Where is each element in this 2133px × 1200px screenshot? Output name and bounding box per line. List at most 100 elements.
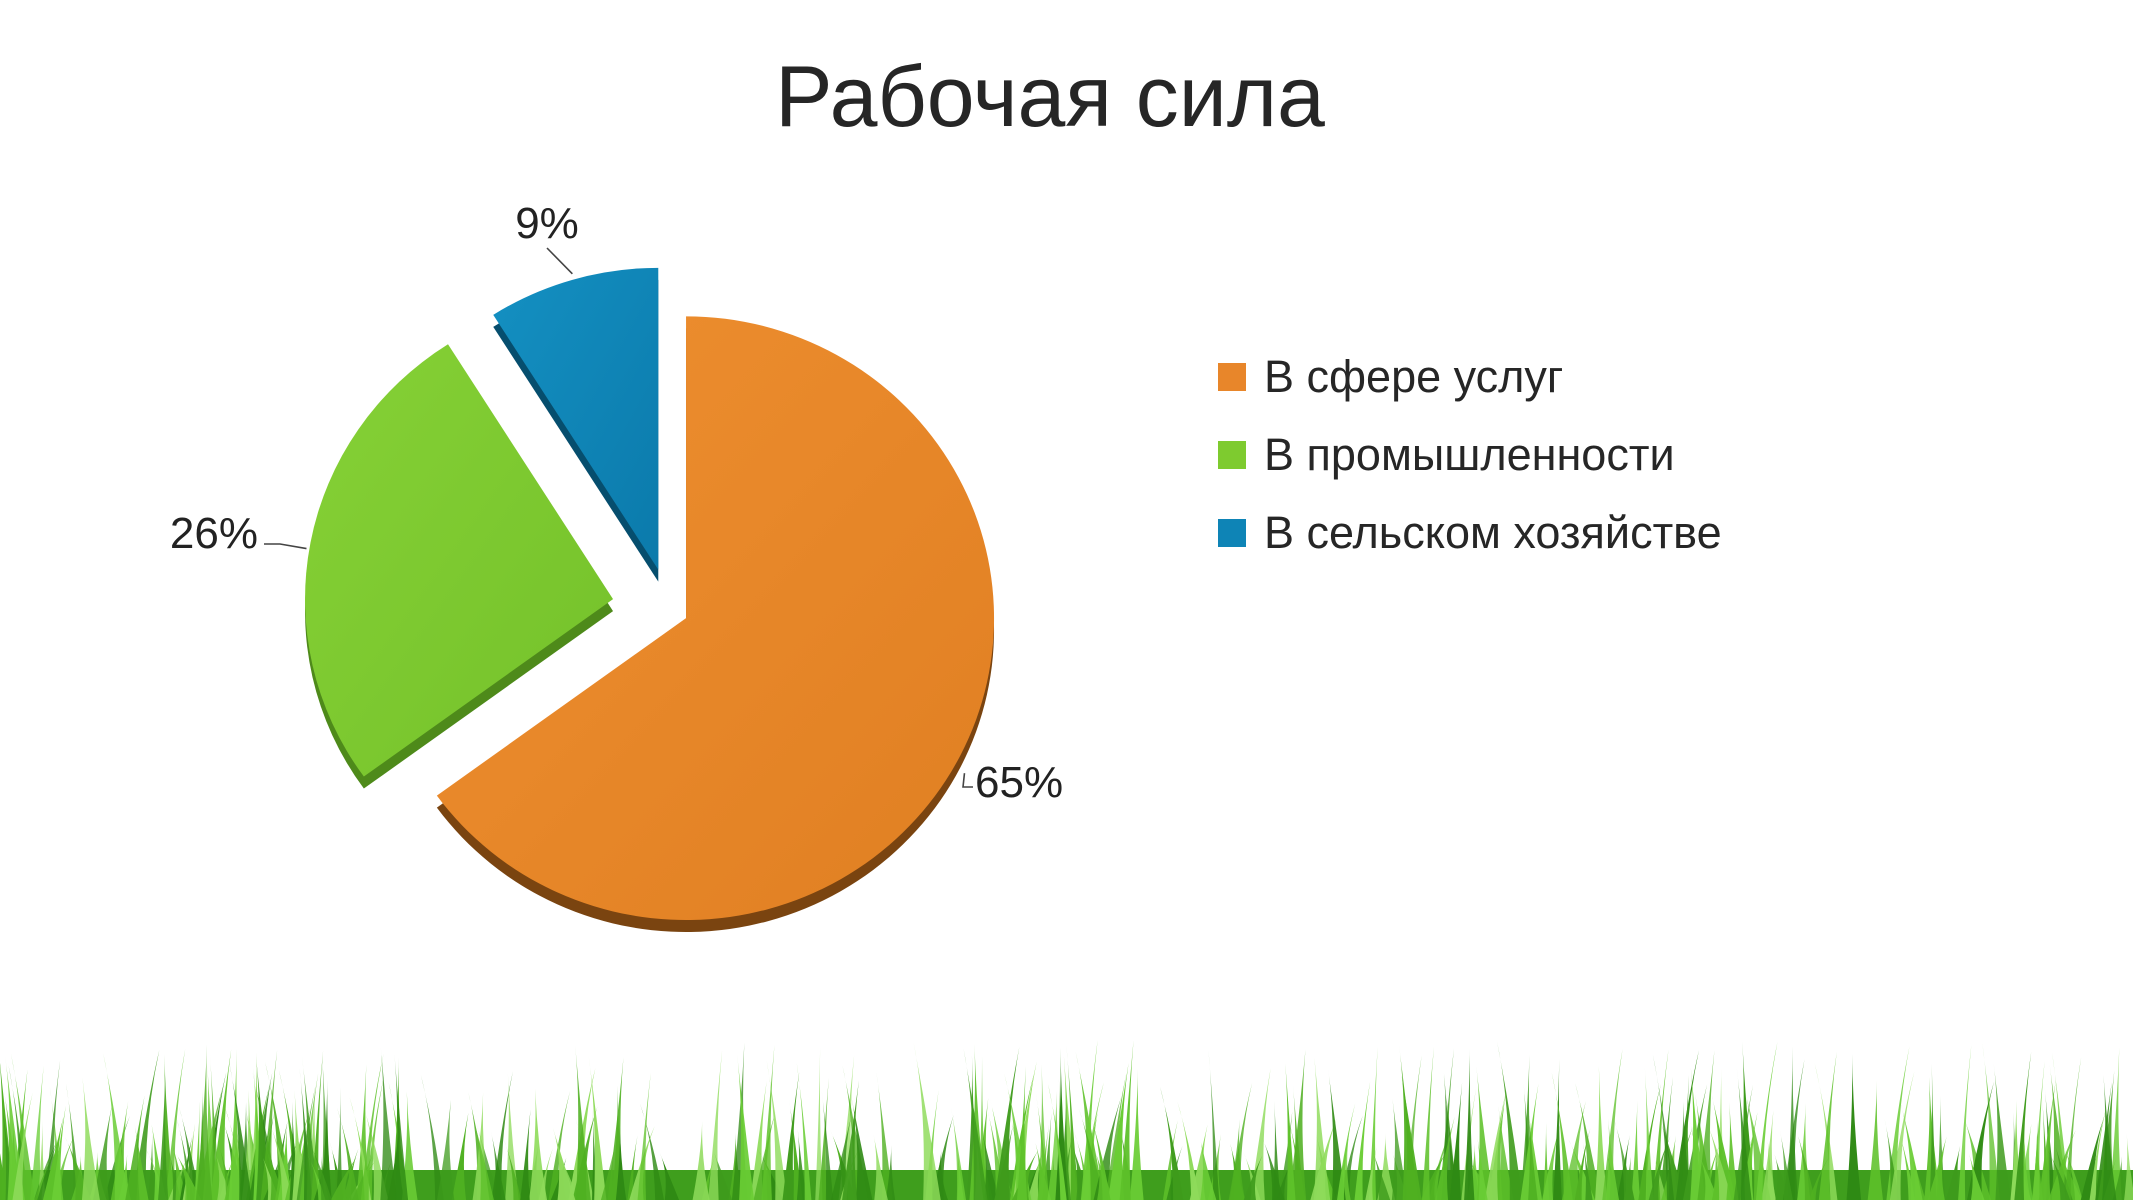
legend-item-agriculture: В сельском хозяйстве	[1218, 494, 1722, 572]
grass-blade	[1162, 1120, 1178, 1200]
chart-title: Рабочая сила	[775, 49, 1325, 145]
grass-blade	[165, 1048, 186, 1200]
grass-blade	[311, 1050, 324, 1200]
legend-swatch-industry	[1218, 441, 1246, 469]
grass-blade	[994, 1124, 1014, 1200]
grass-blade	[103, 1053, 129, 1200]
grass-blade	[505, 1073, 519, 1200]
grass-blade	[321, 1079, 332, 1200]
grass-blade	[1313, 1057, 1331, 1200]
grass-blade	[1368, 1047, 1378, 1200]
grass-blade	[2014, 1051, 2032, 1200]
grass-blade	[277, 1124, 293, 1200]
grass-blade	[2095, 1081, 2112, 1200]
grass-blade	[1779, 1129, 1793, 1200]
grass-blade	[1602, 1049, 1623, 1200]
grass-blade	[330, 1158, 357, 1200]
data-label-agriculture: 9%	[515, 199, 579, 248]
grass-blade	[1354, 1081, 1371, 1200]
grass-blade	[1464, 1048, 1475, 1200]
pie-slice-agriculture	[493, 267, 659, 570]
grass-blade	[815, 1047, 823, 1200]
grass-blade	[1055, 1047, 1069, 1200]
grass-blade	[796, 1129, 808, 1200]
grass-blade	[575, 1045, 591, 1200]
grass-blade	[1160, 1086, 1184, 1200]
grass-blade	[761, 1045, 775, 1200]
grass-blade	[195, 1044, 213, 1200]
grass-blade	[2048, 1130, 2076, 1200]
grass-blade	[981, 1129, 1000, 1200]
grass-blade	[306, 1153, 326, 1200]
grass-blade	[1867, 1080, 1883, 1200]
grass-blade	[1208, 1050, 1220, 1200]
grass-blade	[253, 1067, 267, 1200]
grass-blade	[1726, 1102, 1739, 1200]
grass-blade	[394, 1053, 409, 1200]
grass-blade	[1071, 1142, 1092, 1200]
grass-blade	[1078, 1108, 1105, 1200]
grass-blade	[1673, 1050, 1699, 1200]
grass-blade	[1035, 1142, 1052, 1200]
grass-blade	[1648, 1136, 1671, 1200]
grass-blade	[2046, 1149, 2071, 1200]
grass-blade	[81, 1077, 100, 1200]
grass-blade	[1088, 1109, 1111, 1200]
grass-blade	[842, 1080, 859, 1200]
grass-blade	[34, 1151, 56, 1200]
grass-blade	[336, 1087, 343, 1200]
grass-blade	[150, 1118, 167, 1200]
grass-blade	[1846, 1053, 1862, 1200]
grass-blade	[1484, 1090, 1507, 1200]
leader-line-industry	[264, 543, 307, 550]
grass-blade	[1243, 1155, 1263, 1200]
grass-blade	[1897, 1128, 1915, 1200]
grass-blade	[2112, 1156, 2129, 1200]
grass-blade	[292, 1090, 306, 1200]
grass-blade	[1177, 1101, 1200, 1200]
grass-blade	[1520, 1083, 1539, 1200]
grass-blade	[2038, 1080, 2056, 1200]
grass-blade	[228, 1048, 241, 1200]
grass-blade	[1276, 1159, 1293, 1200]
grass-blade	[1652, 1054, 1675, 1200]
grass-blade	[309, 1142, 332, 1200]
grass-blade	[737, 1054, 755, 1200]
grass-blade	[1422, 1046, 1434, 1200]
grass-blade	[1108, 1062, 1129, 1200]
grass-blade	[125, 1095, 145, 1200]
grass-blade	[1761, 1110, 1776, 1200]
grass-blade	[1644, 1066, 1654, 1200]
grass-blade	[708, 1050, 723, 1200]
grass-blade	[994, 1046, 1020, 1200]
leader-line-services	[962, 773, 973, 788]
grass-blade	[1690, 1067, 1706, 1200]
grass-blade	[342, 1148, 359, 1200]
grass-blade	[1449, 1082, 1463, 1200]
grass-decoration	[0, 1040, 2133, 1200]
grass-blade	[1016, 1066, 1028, 1200]
grass-blade	[364, 1073, 385, 1200]
grass-blade	[1783, 1059, 1805, 1200]
grass-blade	[1582, 1141, 1593, 1200]
grass-blade	[963, 1048, 988, 1200]
grass-blade	[1993, 1062, 2011, 1200]
grass-blade	[1528, 1108, 1538, 1200]
grass-blade	[750, 1081, 767, 1200]
grass-blade	[451, 1112, 469, 1200]
grass-blade	[420, 1074, 444, 1200]
pie-slice-industry	[305, 344, 614, 777]
pie-slice-services	[436, 316, 995, 921]
grass-blade	[1551, 1072, 1573, 1200]
grass-blade	[639, 1103, 664, 1200]
grass-blade	[552, 1127, 576, 1200]
grass-blade	[1129, 1069, 1144, 1200]
grass-blade	[1553, 1059, 1562, 1200]
grass-blade	[1119, 1040, 1134, 1200]
grass-blade	[821, 1089, 834, 1200]
grass-blade	[1095, 1151, 1115, 1200]
grass-blade	[1899, 1098, 1923, 1200]
grass-blade	[796, 1062, 812, 1200]
grass-blade	[1698, 1153, 1719, 1200]
grass-blade	[830, 1116, 852, 1200]
